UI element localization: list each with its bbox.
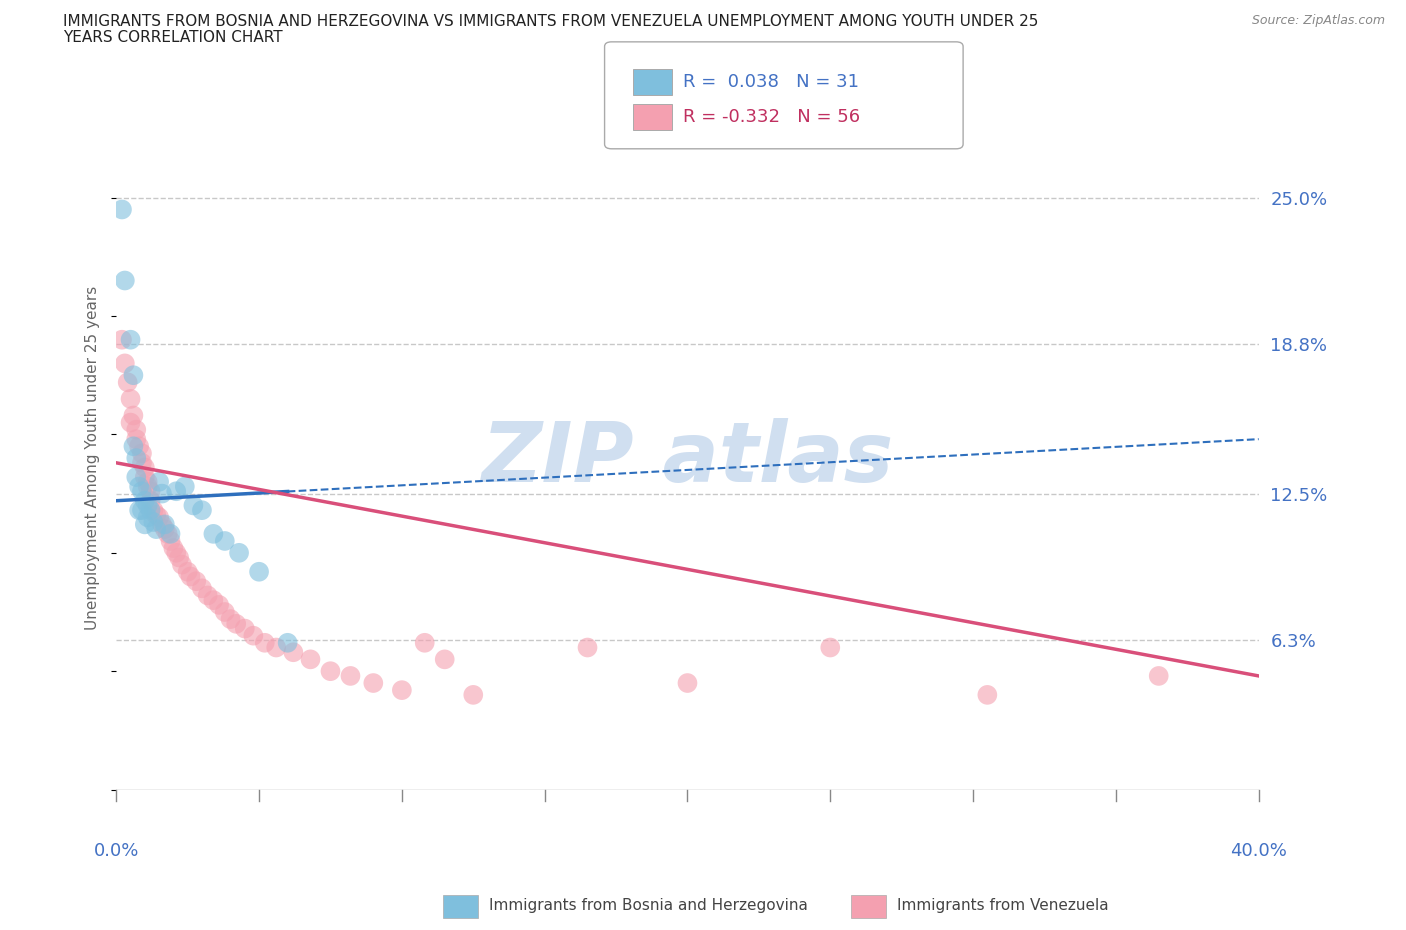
Point <box>128 503 150 518</box>
Point <box>162 540 184 555</box>
Point <box>339 669 361 684</box>
Point <box>191 581 214 596</box>
Point <box>264 640 287 655</box>
Point <box>145 522 167 537</box>
Point <box>136 498 159 512</box>
Point <box>125 451 148 466</box>
Point <box>122 367 145 382</box>
Point <box>136 479 159 494</box>
Point <box>148 474 170 489</box>
Point <box>111 332 134 347</box>
Point <box>277 635 299 650</box>
Point <box>120 332 142 347</box>
Point <box>186 574 208 589</box>
Text: Immigrants from Bosnia and Herzegovina: Immigrants from Bosnia and Herzegovina <box>489 898 808 913</box>
Point <box>208 597 231 612</box>
Point <box>976 687 998 702</box>
Point <box>391 683 413 698</box>
Text: 0.0%: 0.0% <box>94 842 139 859</box>
Point <box>676 675 699 690</box>
Point <box>114 273 136 288</box>
Point <box>319 664 342 679</box>
Point <box>214 604 236 619</box>
Point <box>125 432 148 446</box>
Y-axis label: Unemployment Among Youth under 25 years: Unemployment Among Youth under 25 years <box>86 286 100 631</box>
Point <box>167 551 190 565</box>
Point <box>159 534 181 549</box>
Point <box>242 629 264 644</box>
Text: R = -0.332   N = 56: R = -0.332 N = 56 <box>683 108 860 126</box>
Point <box>125 422 148 437</box>
Point <box>136 474 159 489</box>
Point <box>191 503 214 518</box>
Point <box>253 635 276 650</box>
Point <box>134 517 156 532</box>
Text: 40.0%: 40.0% <box>1230 842 1286 859</box>
Point <box>150 517 173 532</box>
Point <box>120 415 142 430</box>
Point <box>1147 669 1170 684</box>
Point <box>131 445 153 460</box>
Point <box>233 621 256 636</box>
Point <box>228 545 250 560</box>
Point <box>173 479 195 494</box>
Point <box>299 652 322 667</box>
Point <box>125 470 148 485</box>
Text: YEARS CORRELATION CHART: YEARS CORRELATION CHART <box>63 30 283 45</box>
Point <box>117 375 139 390</box>
Point <box>148 510 170 525</box>
Point <box>120 392 142 406</box>
Point <box>225 617 247 631</box>
Point <box>128 439 150 454</box>
Point <box>139 484 162 498</box>
Point <box>134 493 156 508</box>
Point <box>122 439 145 454</box>
Point <box>150 486 173 501</box>
Text: Source: ZipAtlas.com: Source: ZipAtlas.com <box>1251 14 1385 27</box>
Point <box>136 510 159 525</box>
Point <box>214 534 236 549</box>
Point <box>197 588 219 603</box>
Point <box>165 484 187 498</box>
Point <box>142 514 165 529</box>
Point <box>180 569 202 584</box>
Point <box>111 202 134 217</box>
Text: IMMIGRANTS FROM BOSNIA AND HERZEGOVINA VS IMMIGRANTS FROM VENEZUELA UNEMPLOYMENT: IMMIGRANTS FROM BOSNIA AND HERZEGOVINA V… <box>63 14 1039 29</box>
Point <box>142 503 165 518</box>
Point <box>153 522 176 537</box>
Point <box>114 356 136 371</box>
Point <box>134 470 156 485</box>
Point <box>122 408 145 423</box>
Text: ZIP atlas: ZIP atlas <box>481 418 894 498</box>
Point <box>131 484 153 498</box>
Point <box>202 592 225 607</box>
Point <box>139 493 162 508</box>
Point <box>413 635 436 650</box>
Point <box>576 640 599 655</box>
Point <box>134 460 156 475</box>
Point <box>131 503 153 518</box>
Point <box>820 640 842 655</box>
Point <box>219 612 242 627</box>
Point <box>131 456 153 471</box>
Point <box>463 687 485 702</box>
Point <box>183 498 205 512</box>
Point <box>176 565 198 579</box>
Point <box>247 565 270 579</box>
Point <box>170 557 193 572</box>
Point <box>139 503 162 518</box>
Point <box>159 526 181 541</box>
Point <box>153 517 176 532</box>
Text: Immigrants from Venezuela: Immigrants from Venezuela <box>897 898 1109 913</box>
Point <box>363 675 385 690</box>
Text: R =  0.038   N = 31: R = 0.038 N = 31 <box>683 73 859 91</box>
Point <box>283 644 305 659</box>
Point <box>202 526 225 541</box>
Point <box>156 526 179 541</box>
Point <box>165 545 187 560</box>
Point <box>128 479 150 494</box>
Point <box>145 508 167 523</box>
Point <box>433 652 456 667</box>
